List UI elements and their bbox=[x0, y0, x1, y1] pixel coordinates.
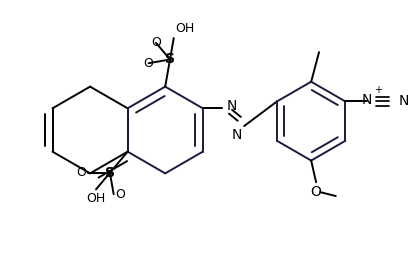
Text: OH: OH bbox=[86, 192, 106, 205]
Text: O: O bbox=[76, 166, 86, 179]
Text: N: N bbox=[399, 95, 409, 109]
Text: N: N bbox=[232, 128, 242, 142]
Text: OH: OH bbox=[176, 22, 195, 35]
Text: O: O bbox=[151, 36, 161, 49]
Text: O: O bbox=[144, 57, 154, 70]
Text: N: N bbox=[226, 99, 237, 113]
Text: +: + bbox=[374, 84, 382, 95]
Text: N: N bbox=[362, 93, 372, 107]
Text: O: O bbox=[115, 188, 125, 201]
Text: S: S bbox=[165, 53, 175, 67]
Text: O: O bbox=[311, 185, 321, 199]
Text: S: S bbox=[105, 166, 115, 180]
